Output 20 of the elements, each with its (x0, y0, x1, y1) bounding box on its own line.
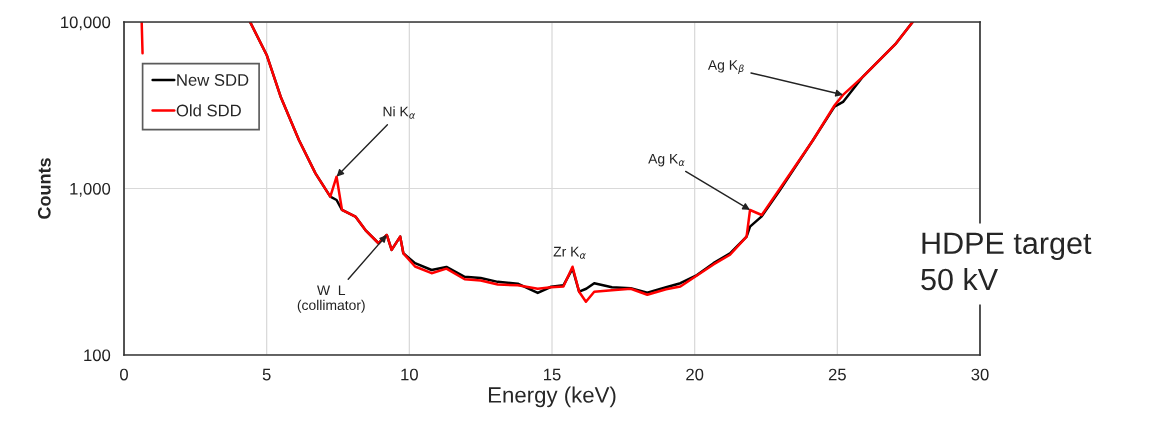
x-tick-label: 15 (544, 368, 561, 381)
x-tick-label: 30 (971, 368, 989, 381)
legend-label: New SDD (177, 74, 249, 86)
x-tick-label: 0 (120, 368, 128, 381)
x-tick-label: 5 (262, 368, 271, 381)
y-axis-title: Counts (37, 158, 51, 219)
legend-label: Old SDD (176, 104, 241, 117)
annotation: W L (collimator) (297, 285, 365, 313)
y-tick-label: 1,000 (70, 182, 111, 197)
annotation: Zr K$_{α}$ (553, 246, 586, 259)
annotation: Ag K$_{β}$ (707, 60, 744, 75)
x-tick-label: 10 (401, 368, 418, 381)
x-tick-label: 20 (686, 368, 704, 381)
x-tick-label: 25 (828, 368, 846, 381)
y-tick-label: 100 (84, 349, 111, 362)
y-tick-label: 10,000 (61, 16, 111, 31)
x-axis-title: Energy (keV) (488, 386, 616, 408)
annotation: HDPE target 50 kV (921, 232, 1092, 291)
annotation: Ni K$_{α}$ (383, 106, 416, 119)
annotation: Ag K$_{α}$ (648, 153, 685, 167)
